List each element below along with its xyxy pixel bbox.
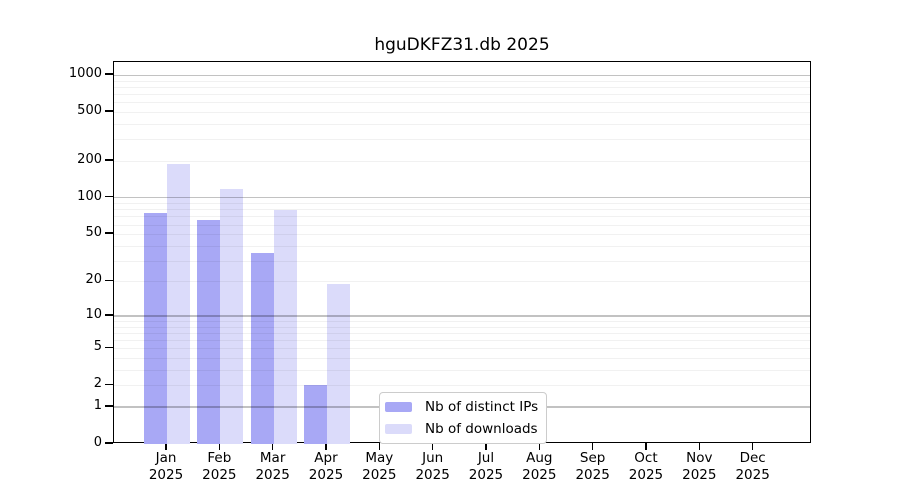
- bar-distinct-ips: [144, 212, 167, 444]
- x-tick-label: Apr 2025: [308, 450, 344, 483]
- x-tick-label: Jul 2025: [468, 450, 504, 483]
- gridline-minor: [114, 245, 810, 247]
- gridline-minor: [114, 385, 810, 387]
- x-tick-label: Sep 2025: [575, 450, 610, 483]
- x-tick-label: Mar 2025: [255, 450, 290, 483]
- gridline-major: [114, 197, 810, 199]
- gridline-minor: [114, 209, 810, 211]
- x-tick: [538, 443, 540, 450]
- legend-item-downloads: Nb of downloads: [385, 419, 538, 438]
- y-tick-label: 2: [93, 376, 102, 392]
- bar-distinct-ips: [197, 219, 221, 444]
- gridline-minor: [114, 102, 810, 104]
- gridline-minor: [114, 260, 810, 262]
- bar-downloads: [326, 284, 350, 444]
- gridline-minor: [114, 348, 810, 350]
- gridline-minor: [114, 340, 810, 342]
- legend-swatch-distinct-ips-icon: [385, 401, 412, 412]
- legend-item-distinct-ips: Nb of distinct IPs: [385, 397, 538, 416]
- legend-label-distinct-ips: Nb of distinct IPs: [425, 398, 539, 415]
- x-tick-label: Jan 2025: [148, 450, 184, 483]
- y-tick: [105, 110, 113, 112]
- gridline-minor: [114, 216, 810, 218]
- gridline-minor: [114, 224, 810, 226]
- plot-area: [113, 61, 811, 444]
- x-tick: [645, 443, 647, 450]
- x-tick: [431, 443, 434, 450]
- gridline-minor: [114, 139, 810, 141]
- y-tick: [105, 383, 113, 386]
- gridline-minor: [114, 112, 810, 114]
- y-tick-label: 20: [85, 272, 102, 288]
- x-tick-label: Jun 2025: [415, 450, 450, 483]
- gridline-minor: [114, 358, 810, 360]
- x-tick: [325, 443, 327, 450]
- y-tick: [105, 159, 113, 161]
- y-tick: [105, 195, 113, 198]
- y-tick-label: 100: [77, 188, 102, 204]
- gridline-minor: [114, 160, 810, 162]
- legend-swatch-downloads-icon: [385, 423, 412, 434]
- y-tick-label: 1000: [68, 66, 102, 82]
- x-tick: [485, 443, 487, 450]
- y-tick: [105, 73, 113, 75]
- y-tick: [105, 346, 113, 349]
- gridline-minor: [114, 326, 810, 328]
- gridline-minor: [114, 234, 810, 236]
- bar-distinct-ips: [250, 252, 274, 444]
- x-tick-label: Oct 2025: [628, 450, 664, 483]
- gridline-minor: [114, 94, 810, 96]
- y-tick-label: 50: [85, 225, 102, 241]
- bar-downloads: [167, 163, 190, 444]
- gridline-major: [114, 315, 810, 317]
- y-tick: [105, 314, 113, 316]
- x-tick-label: May 2025: [362, 450, 397, 483]
- gridline-minor: [114, 124, 810, 125]
- chart-title: hguDKFZ31.db 2025: [374, 35, 550, 55]
- y-tick: [105, 442, 113, 444]
- bar-distinct-ips: [303, 385, 327, 444]
- x-tick: [751, 443, 754, 450]
- y-tick-label: 500: [77, 103, 102, 119]
- legend-label-downloads: Nb of downloads: [425, 420, 538, 437]
- y-tick-label: 10: [85, 306, 102, 322]
- y-tick: [105, 405, 113, 407]
- gridline-minor: [114, 281, 810, 283]
- bar-downloads: [273, 210, 297, 444]
- x-tick: [591, 443, 594, 450]
- y-tick: [105, 232, 113, 234]
- legend: Nb of distinct IPs Nb of downloads: [379, 392, 548, 444]
- x-tick: [271, 443, 274, 450]
- x-tick-label: Nov 2025: [682, 450, 717, 483]
- x-tick: [218, 443, 221, 450]
- gridline-minor: [114, 369, 810, 371]
- x-tick-label: Feb 2025: [202, 450, 237, 483]
- gridline-minor: [114, 332, 810, 334]
- x-tick: [698, 443, 700, 450]
- bar-downloads: [220, 188, 244, 444]
- gridline-minor: [114, 203, 810, 205]
- y-tick: [105, 279, 113, 282]
- x-tick: [165, 443, 167, 450]
- x-tick-label: Dec 2025: [735, 450, 770, 483]
- gridline-major: [114, 74, 810, 76]
- y-tick-label: 1: [93, 397, 102, 413]
- gridline-minor: [114, 321, 810, 323]
- gridline-minor: [114, 80, 810, 82]
- y-tick-label: 5: [93, 339, 102, 355]
- x-tick-label: Aug 2025: [522, 450, 557, 483]
- x-tick: [378, 443, 380, 450]
- y-tick-label: 200: [77, 151, 102, 167]
- y-tick-label: 0: [93, 435, 102, 450]
- gridline-minor: [114, 87, 810, 89]
